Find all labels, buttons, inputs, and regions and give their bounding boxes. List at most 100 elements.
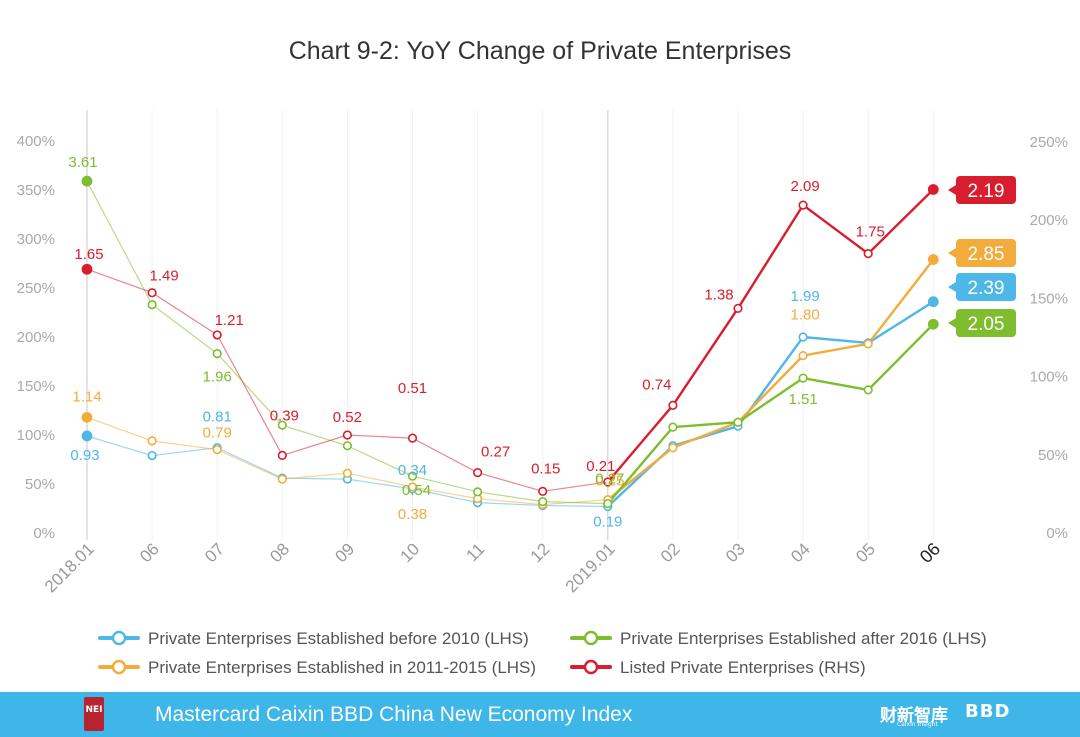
nei-logo: NEI (84, 697, 104, 731)
left-tick-label: 300% (17, 231, 55, 248)
left-tick-label: 350% (17, 182, 55, 199)
legend-swatch-dot (111, 659, 127, 675)
data-point (81, 175, 93, 187)
data-labels: 0.93 0.81 0.34 0.19 1.99 1.14 0.79 0.38 0.25 1.80… (68, 154, 884, 530)
nei-logo-text: NEI (85, 705, 103, 715)
data-point (277, 474, 287, 484)
data-point (407, 471, 418, 481)
end-tag-label: 2.39 (968, 278, 1005, 299)
data-point (927, 318, 939, 330)
x-tick-label: 05 (852, 539, 879, 566)
legend-label: Listed Private Enterprises (RHS) (620, 658, 866, 677)
data-label: 0.34 (398, 462, 427, 479)
data-label: 1.65 (74, 246, 103, 263)
data-label: 0.79 (203, 425, 232, 442)
legend: Private Enterprises Established before 2… (98, 629, 987, 677)
data-point (81, 263, 93, 275)
series-line-2019 (606, 300, 934, 508)
x-tick-label: 08 (266, 539, 293, 566)
data-point (212, 445, 222, 455)
legend-swatch-dot (583, 659, 599, 675)
left-tick-label: 150% (17, 378, 55, 395)
data-label: 2.09 (790, 178, 819, 195)
data-point (81, 430, 93, 442)
end-tag-arrow (948, 282, 956, 292)
data-label: 1.80 (790, 307, 819, 324)
footer-title: Mastercard Caixin BBD China New Economy … (155, 703, 633, 726)
data-point (212, 330, 222, 340)
legend-label: Private Enterprises Established in 2011-… (148, 658, 536, 677)
x-tick-label: 03 (722, 539, 749, 566)
x-tick-label: 11 (463, 539, 489, 565)
data-point (147, 436, 157, 446)
data-label: 1.75 (856, 224, 885, 241)
right-tick-label: 250% (1030, 134, 1068, 151)
data-point (603, 477, 613, 487)
data-label: 1.21 (215, 312, 244, 329)
data-label: 0.21 (586, 458, 615, 475)
series-line-2019 (606, 188, 935, 483)
x-tick-label: 12 (527, 539, 554, 566)
data-label: 1.51 (788, 391, 817, 408)
x-tick-label: 10 (397, 539, 424, 566)
data-label: 1.14 (72, 388, 101, 405)
left-tick-label: 100% (17, 427, 55, 444)
left-axis: 0% 50% 100% 150% 200% 250% 300% 350% 400% (17, 133, 55, 542)
data-point (733, 417, 743, 427)
end-tag-box (956, 309, 1016, 337)
legend-swatch-dot (583, 630, 599, 646)
x-tick-label: 02 (657, 539, 684, 566)
x-tick-label: 2018.01 (41, 539, 98, 596)
data-point (538, 486, 548, 496)
data-point (473, 467, 483, 478)
left-tick-label: 250% (17, 280, 55, 297)
end-tag-box (956, 273, 1016, 301)
end-tag-label: 2.19 (968, 181, 1005, 202)
left-tick-label: 50% (25, 476, 55, 493)
data-point (603, 498, 613, 509)
end-tag-label: 2.05 (968, 314, 1005, 335)
data-point (147, 288, 157, 298)
data-label: 0.27 (481, 444, 510, 461)
data-label: 1.99 (790, 288, 819, 305)
legend-label: Private Enterprises Established after 20… (620, 629, 987, 648)
data-point (798, 351, 808, 361)
left-tick-label: 200% (17, 329, 55, 346)
end-tag-box (956, 176, 1016, 204)
data-point (147, 450, 157, 461)
data-point (927, 254, 939, 265)
series-points (81, 175, 939, 512)
data-label: 1.96 (203, 369, 232, 386)
series-line-2019 (606, 323, 935, 505)
data-point (927, 184, 939, 195)
caixin-insight-logo: 财新智库 (880, 706, 948, 726)
caixin-insight-subtitle: Caixin Insight (897, 721, 938, 728)
end-tag-arrow (948, 318, 956, 328)
data-point (863, 339, 873, 349)
x-tick-label: 07 (201, 539, 228, 566)
data-point (407, 433, 418, 443)
end-value-tags: 2.39 2.85 2.05 2.19 (948, 176, 1016, 337)
data-point (927, 296, 939, 308)
data-label: 0.81 (203, 409, 232, 426)
right-tick-label: 150% (1030, 290, 1068, 307)
data-point (277, 450, 287, 460)
legend-label: Private Enterprises Established before 2… (148, 629, 529, 648)
data-label: 3.61 (68, 154, 97, 171)
right-tick-label: 50% (1038, 447, 1068, 464)
bbd-logo: BBD (965, 701, 1011, 722)
data-label: 1.49 (149, 268, 178, 285)
x-tick-label: 2019.01 (562, 539, 619, 596)
right-tick-label: 100% (1030, 369, 1068, 386)
end-tag-arrow (948, 248, 956, 258)
data-label: 0.39 (270, 407, 299, 424)
data-point (342, 430, 353, 440)
data-point (668, 422, 678, 432)
data-label: 0.19 (593, 514, 622, 531)
data-point (342, 441, 353, 451)
right-tick-label: 200% (1030, 212, 1068, 229)
data-label: 0.38 (398, 506, 427, 523)
data-label: 1.38 (704, 286, 733, 303)
left-tick-label: 400% (17, 133, 55, 150)
end-tag-arrow (948, 185, 956, 195)
